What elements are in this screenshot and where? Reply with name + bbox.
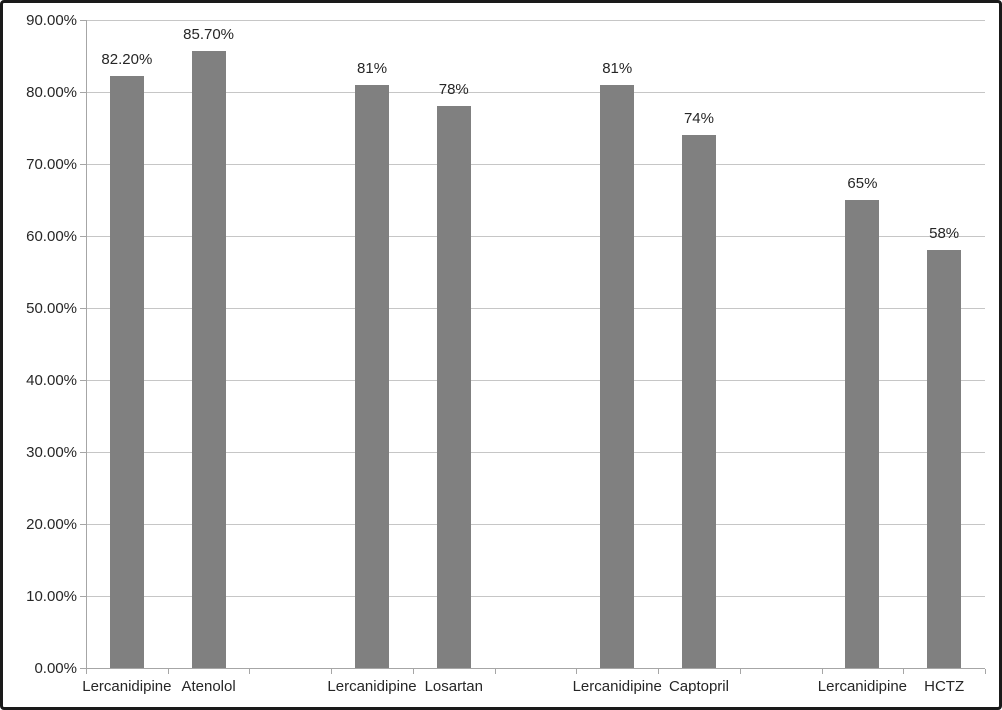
bar	[845, 200, 880, 668]
bar	[355, 84, 390, 668]
y-axis-tick	[80, 236, 86, 237]
y-axis-tick	[80, 164, 86, 165]
x-axis-tick	[903, 669, 905, 674]
bar-value-label: 74%	[683, 110, 714, 128]
x-axis-tick	[249, 669, 251, 674]
bar-value-label: 85.70%	[183, 25, 235, 43]
x-axis-tick	[167, 669, 169, 674]
x-axis-category-label: Atenolol	[181, 678, 236, 695]
bar-value-label: 81%	[357, 59, 388, 77]
bar	[927, 250, 962, 668]
y-axis-tick-label: 50.00%	[26, 300, 77, 317]
y-axis-line	[86, 20, 87, 668]
gridline	[86, 380, 985, 381]
y-axis-tick-label: 30.00%	[26, 444, 77, 461]
x-axis-category-label: Lercanidipine	[817, 678, 908, 695]
x-axis-category-label: Captopril	[668, 678, 729, 695]
x-axis-category-label: Lercanidipine	[327, 678, 417, 695]
bar-value-label: 58%	[929, 225, 960, 243]
y-axis-tick-label: 90.00%	[26, 12, 77, 29]
bar-value-label: 81%	[602, 59, 633, 77]
x-axis-category-label: Lercanidipine	[572, 678, 662, 695]
gridline	[86, 524, 985, 525]
x-axis-category-label: Losartan	[424, 678, 483, 695]
bar-value-label: 82.20%	[101, 51, 153, 69]
y-axis-tick-label: 10.00%	[26, 588, 77, 605]
gridline	[86, 20, 985, 21]
y-axis-tick-label: 80.00%	[26, 84, 77, 101]
bar	[681, 135, 716, 668]
y-axis-tick	[80, 596, 86, 597]
y-axis-tick-label: 70.00%	[26, 156, 77, 173]
gridline	[86, 236, 985, 237]
gridline	[86, 164, 985, 165]
x-axis-tick	[494, 669, 496, 674]
x-axis-tick	[985, 669, 986, 674]
x-axis-tick	[86, 669, 87, 674]
x-axis-category-label: HCTZ	[924, 678, 965, 695]
y-axis-tick	[80, 380, 86, 381]
gridline	[86, 92, 985, 93]
bar	[191, 50, 226, 668]
y-axis-tick-label: 20.00%	[26, 516, 77, 533]
bar-value-label: 65%	[847, 175, 878, 192]
x-axis-tick	[821, 669, 823, 674]
x-axis-tick	[412, 669, 414, 674]
x-axis-tick	[739, 669, 741, 674]
x-axis-tick	[658, 669, 660, 674]
y-axis-tick	[80, 92, 86, 93]
y-axis-tick	[80, 20, 86, 21]
y-axis-tick-label: 40.00%	[26, 372, 77, 389]
x-axis-category-label: Lercanidipine	[82, 678, 172, 695]
gridline	[86, 596, 985, 597]
y-axis-tick	[80, 524, 86, 525]
bar	[600, 84, 635, 668]
x-axis-tick	[331, 669, 333, 674]
bar	[436, 106, 471, 668]
gridline	[86, 308, 985, 309]
gridline	[86, 452, 985, 453]
x-axis-tick	[576, 669, 578, 674]
x-axis-line	[86, 668, 985, 669]
y-axis-tick	[80, 308, 86, 309]
y-axis-tick	[80, 452, 86, 453]
y-axis-tick-label: 60.00%	[26, 228, 77, 245]
y-axis-tick-label: 0.00%	[34, 660, 77, 677]
y-axis-tick	[80, 668, 86, 669]
bar-value-label: 78%	[438, 81, 469, 99]
bar	[109, 76, 144, 668]
